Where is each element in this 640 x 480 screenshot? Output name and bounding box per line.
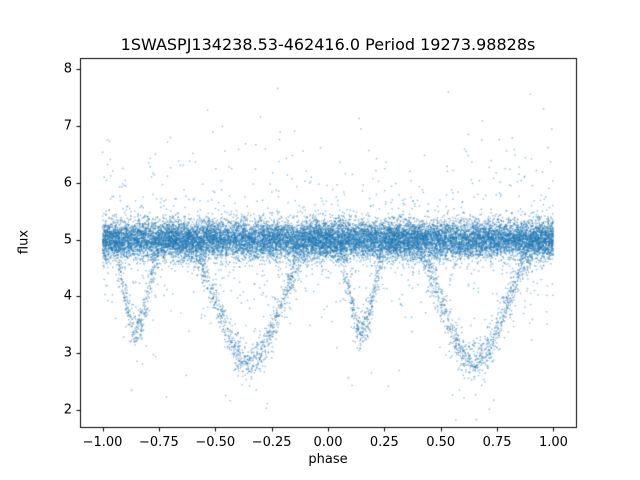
y-tick-label: 3 [63,345,72,361]
x-tick-label: −0.50 [195,435,236,450]
x-tick-label: 1.00 [538,435,568,450]
y-tick-label: 8 [63,61,72,77]
chart-title: 1SWASPJ134238.53-462416.0 Period 19273.9… [120,35,536,54]
y-tick-label: 2 [63,402,72,418]
x-tick-label: 0.00 [313,435,343,450]
y-tick-label: 7 [63,118,72,134]
y-axis-label: flux [16,229,32,255]
x-tick-label: 0.25 [369,435,399,450]
x-tick-label: −0.25 [251,435,292,450]
x-axis-label: phase [308,452,348,467]
x-tick-label: −1.00 [82,435,123,450]
x-tick-label: 0.50 [426,435,456,450]
y-tick-label: 5 [63,232,72,248]
y-tick-label: 6 [63,175,72,191]
y-tick-label: 4 [63,288,72,304]
x-tick-label: −0.75 [138,435,179,450]
x-tick-label: 0.75 [482,435,512,450]
